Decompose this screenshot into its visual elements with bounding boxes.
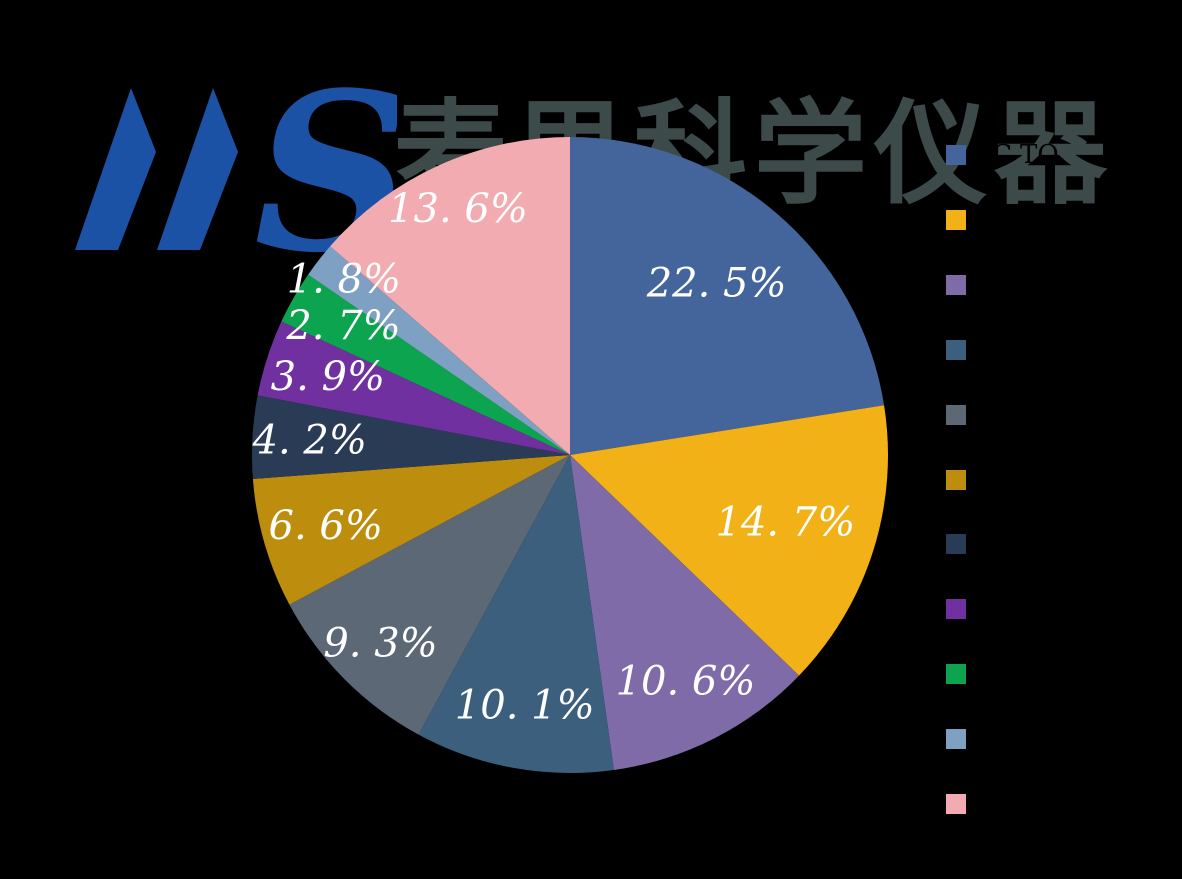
slice-label-5: 9. 3%: [323, 620, 437, 666]
legend-label-1: LC-TQ: [975, 140, 1059, 170]
legend-swatch-10: [946, 729, 966, 750]
pie-slice-7: [251, 395, 570, 479]
legend-swatch-8: [946, 599, 966, 620]
slice-label-8: 3. 9%: [271, 354, 385, 400]
pie-slice-10: [308, 246, 570, 455]
legend-item-4: [946, 339, 975, 361]
pie-slice-9: [281, 274, 570, 455]
slice-label-9: 2. 7%: [285, 303, 400, 349]
legend-item-7: [946, 533, 975, 555]
slice-label-2: 14. 7%: [716, 500, 856, 546]
pie-slice-1: [570, 137, 885, 455]
legend-item-3: [946, 274, 975, 296]
logo-m-right-peak-icon: [157, 88, 238, 250]
legend-item-5: [946, 404, 975, 426]
legend-swatch-7: [946, 534, 966, 555]
legend-swatch-1: [946, 145, 966, 165]
legend-swatch-6: [946, 469, 966, 490]
legend-swatch-2: [946, 209, 966, 230]
legend-item-2: GC-Q: [946, 204, 1046, 235]
legend-swatch-5: [946, 404, 966, 425]
pie-slice-11: [330, 137, 570, 455]
legend-item-11: [946, 793, 975, 815]
legend: LC-TQ GC-Q: [946, 140, 1182, 834]
slice-label-7: 4. 2%: [252, 417, 367, 463]
slice-label-3: 10. 6%: [616, 659, 756, 705]
legend-item-10: [946, 728, 975, 750]
pie-slice-3: [570, 455, 800, 770]
legend-swatch-11: [946, 794, 966, 814]
pie-slice-2: [570, 405, 888, 676]
legend-swatch-3: [946, 274, 966, 295]
legend-item-1: LC-TQ: [946, 140, 1059, 170]
slice-label-6: 6. 6%: [269, 503, 383, 549]
legend-swatch-9: [946, 664, 966, 685]
slice-label-4: 10. 1%: [455, 682, 595, 728]
slice-label-10: 1. 8%: [287, 257, 401, 303]
pie-slice-4: [418, 455, 614, 774]
legend-item-9: [946, 663, 975, 685]
logo-m-left-peak-icon: [75, 88, 156, 250]
pie-slice-6: [252, 455, 570, 605]
legend-item-6: [946, 469, 975, 491]
legend-label-2: GC-Q: [975, 204, 1046, 235]
slice-label-1: 22. 5%: [646, 260, 787, 306]
ms-logo: S: [75, 80, 397, 255]
legend-swatch-4: [946, 339, 966, 360]
slice-label-11: 13. 6%: [388, 186, 528, 232]
pie-slice-5: [289, 455, 570, 735]
pie-slice-8: [257, 321, 570, 455]
legend-item-8: [946, 598, 975, 620]
